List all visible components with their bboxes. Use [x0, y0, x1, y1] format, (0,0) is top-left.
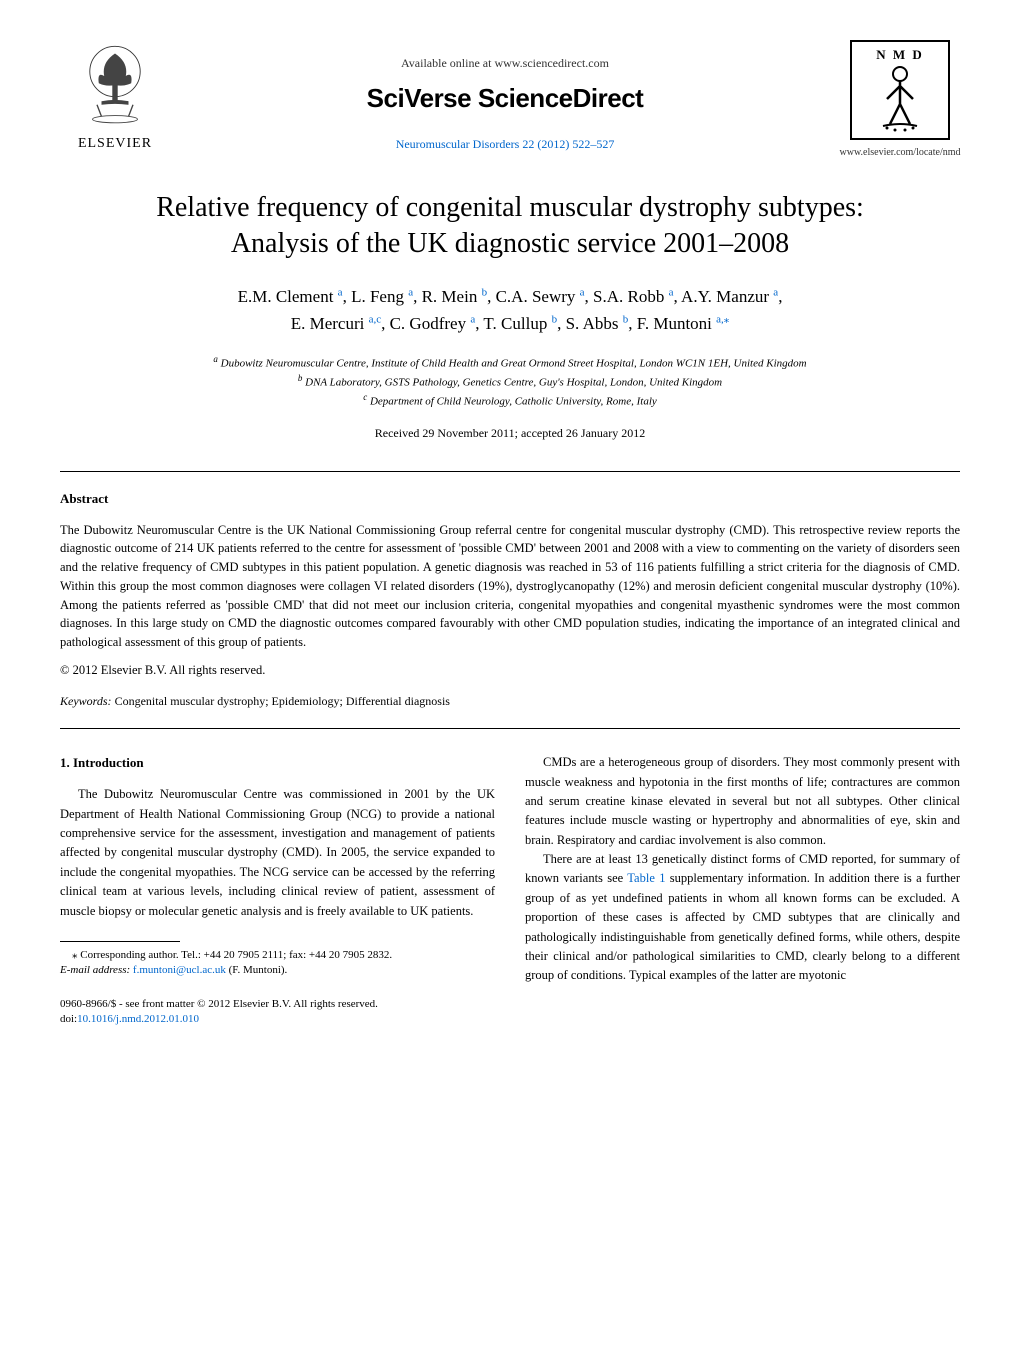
received-dates: Received 29 November 2011; accepted 26 J…: [60, 425, 960, 442]
author-name: , C.A. Sewry: [487, 287, 580, 306]
authors-block: E.M. Clement a, L. Feng a, R. Mein b, C.…: [60, 283, 960, 337]
abstract-text: The Dubowitz Neuromuscular Centre is the…: [60, 521, 960, 652]
body-paragraph: CMDs are a heterogeneous group of disord…: [525, 753, 960, 850]
intro-heading: 1. Introduction: [60, 753, 495, 773]
author-name: , C. Godfrey: [381, 314, 470, 333]
keywords-label: Keywords:: [60, 694, 112, 708]
body-text: supplementary information. In addition t…: [525, 871, 960, 982]
author-name: E. Mercuri: [291, 314, 369, 333]
author-name: , T. Cullup: [475, 314, 551, 333]
article-title: Relative frequency of congenital muscula…: [60, 190, 960, 263]
front-matter-info: 0960-8966/$ - see front matter © 2012 El…: [60, 997, 495, 1028]
author-name: E.M. Clement: [238, 287, 338, 306]
nmd-logo: N M D: [850, 40, 950, 140]
keywords: Keywords: Congenital muscular dystrophy;…: [60, 693, 960, 710]
intro-paragraph: The Dubowitz Neuromuscular Centre was co…: [60, 785, 495, 921]
nmd-figure-icon: [875, 64, 925, 134]
corresponding-star: ⁎: [724, 313, 730, 325]
copyright-line: © 2012 Elsevier B.V. All rights reserved…: [60, 662, 960, 680]
footnote-separator: [60, 941, 180, 942]
affiliation-text: DNA Laboratory, GSTS Pathology, Genetics…: [305, 377, 722, 389]
title-line1: Relative frequency of congenital muscula…: [156, 192, 864, 223]
author-sep: ,: [778, 287, 782, 306]
corresponding-author-footnote: ⁎ Corresponding author. Tel.: +44 20 790…: [60, 948, 495, 979]
nmd-logo-wrap: N M D www.elsevier.com/locate/nmd: [840, 40, 960, 160]
doi-label: doi:: [60, 1013, 77, 1025]
nmd-letters: N M D: [852, 46, 948, 64]
footnote-text: Corresponding author. Tel.: +44 20 7905 …: [78, 949, 393, 961]
author-name: , A.Y. Manzur: [674, 287, 774, 306]
elsevier-tree-icon: [70, 40, 160, 130]
available-online-text: Available online at www.sciencedirect.co…: [170, 55, 840, 72]
abstract-heading: Abstract: [60, 490, 960, 508]
email-suffix: (F. Muntoni).: [226, 964, 287, 976]
left-column: 1. Introduction The Dubowitz Neuromuscul…: [60, 753, 495, 1027]
right-column: CMDs are a heterogeneous group of disord…: [525, 753, 960, 1027]
journal-website[interactable]: www.elsevier.com/locate/nmd: [840, 146, 961, 160]
elsevier-name: ELSEVIER: [78, 134, 152, 154]
issn-line: 0960-8966/$ - see front matter © 2012 El…: [60, 998, 378, 1010]
title-line2: Analysis of the UK diagnostic service 20…: [231, 228, 789, 259]
corresponding-email-link[interactable]: f.muntoni@ucl.ac.uk: [133, 964, 226, 976]
elsevier-logo: ELSEVIER: [60, 40, 170, 154]
email-label: E-mail address:: [60, 964, 130, 976]
journal-citation[interactable]: Neuromuscular Disorders 22 (2012) 522–52…: [170, 136, 840, 153]
affil-marker: b: [298, 373, 303, 383]
author-name: , R. Mein: [413, 287, 481, 306]
body-paragraph: There are at least 13 genetically distin…: [525, 850, 960, 986]
two-column-body: 1. Introduction The Dubowitz Neuromuscul…: [60, 753, 960, 1027]
sciverse-sciencedirect-logo: SciVerse ScienceDirect: [170, 80, 840, 116]
author-name: , F. Muntoni: [628, 314, 716, 333]
keywords-text: Congenital muscular dystrophy; Epidemiol…: [112, 694, 450, 708]
author-name: , L. Feng: [343, 287, 409, 306]
author-name: , S. Abbs: [557, 314, 623, 333]
author-name: , S.A. Robb: [585, 287, 669, 306]
divider: [60, 471, 960, 472]
affiliations: a Dubowitz Neuromuscular Centre, Institu…: [60, 353, 960, 410]
affiliation-text: Dubowitz Neuromuscular Centre, Institute…: [221, 358, 807, 370]
divider: [60, 728, 960, 729]
affil-sup: a,: [716, 313, 724, 325]
table-reference-link[interactable]: Table 1: [627, 871, 665, 885]
doi-link[interactable]: 10.1016/j.nmd.2012.01.010: [77, 1013, 199, 1025]
header-center: Available online at www.sciencedirect.co…: [170, 40, 840, 153]
affil-sup: a,c: [369, 313, 382, 325]
affiliation-text: Department of Child Neurology, Catholic …: [370, 396, 657, 408]
header-row: ELSEVIER Available online at www.science…: [60, 40, 960, 160]
affil-marker: a: [213, 354, 218, 364]
affil-marker: c: [363, 392, 367, 402]
